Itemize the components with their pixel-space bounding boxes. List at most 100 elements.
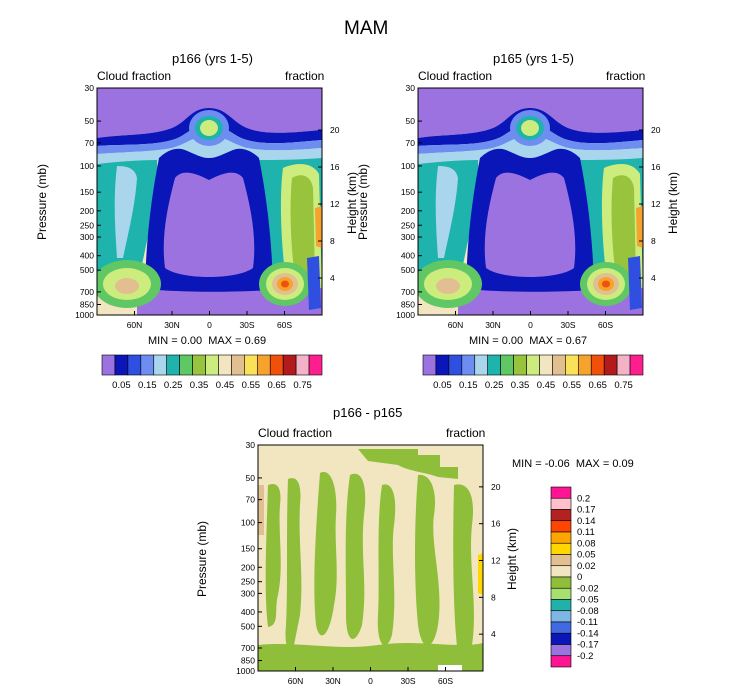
diff-colorbar-label: -0.2 [577,651,593,662]
y-tick-label: 500 [241,621,255,631]
p2-max-red [602,280,610,288]
colorbar-swatch [565,354,579,376]
diff-colorbar-swatch [550,520,572,533]
colorbar-swatch [153,354,168,376]
diff-colorbar-label: 0.05 [577,550,596,561]
p1-sc-left-tan [115,278,139,294]
panel3-colorbar: 0.20.170.140.110.080.050.020-0.02-0.05-0… [550,486,599,668]
colorbar-swatch [526,354,540,376]
panel1-title: p166 (yrs 1-5) [172,51,253,66]
y-tick-label: 500 [80,265,94,275]
colorbar-swatch [179,354,193,376]
panel2-max-value: 0.67 [565,335,588,347]
x-tick-label: 0 [207,320,212,330]
diff-colorbar-swatch [550,576,572,589]
p1-max-red [281,280,289,288]
p1-right-orange-strip [315,206,322,248]
panel3-left-label: Cloud fraction [258,426,333,440]
y-tick-label: 150 [401,187,415,197]
height-tick-label: 4 [330,273,335,283]
y-tick-label: 100 [80,161,94,171]
y-tick-label: 200 [80,206,94,216]
y-tick-label: 250 [241,577,255,587]
diff-colorbar-label: 0.02 [577,561,596,572]
height-tick-label: 16 [491,519,501,529]
p3-green-col2 [285,478,302,649]
height-tick-label: 20 [651,125,661,135]
y-tick-label: 400 [241,607,255,617]
height-tick-label: 8 [491,592,496,602]
diff-colorbar-swatch [550,587,572,600]
panel2-plot: 305070100150200250300400500700850100060N… [396,83,661,330]
p3-green-col6 [415,474,440,646]
y-tick-label: 30 [406,83,416,93]
panel1-colorbar: 0.05 0.15 0.25 0.35 0.45 0.55 0.65 0.75 [101,354,323,391]
y-tick-label: 300 [401,232,415,242]
panel3-ylabel-right: Height (km) [505,527,520,591]
height-tick-label: 8 [330,236,335,246]
colorbar-swatch [552,354,566,376]
diff-colorbar-label: -0.14 [577,628,599,639]
diff-colorbar-label: 0.08 [577,538,596,549]
diff-colorbar-label: -0.17 [577,640,599,651]
y-tick-label: 50 [85,116,95,126]
x-tick-label: 60S [438,676,453,686]
diff-colorbar-label: 0 [577,572,582,583]
y-tick-label: 100 [401,161,415,171]
diff-colorbar-swatch [550,542,572,555]
height-tick-label: 8 [651,236,656,246]
x-tick-label: 60S [598,320,613,330]
colorbar-label: 0.65 [267,380,286,391]
colorbar-swatch [487,354,501,376]
y-tick-label: 150 [241,544,255,554]
diff-colorbar-label: 0.14 [577,516,596,527]
panel3-min-value: -0.06 [544,458,570,470]
diff-colorbar-swatch [550,599,572,612]
x-tick-label: 30S [239,320,254,330]
p1-upper-purple [97,88,322,138]
colorbar-swatch [205,354,219,376]
colorbar-swatch [101,354,116,376]
x-tick-label: 30N [325,676,341,686]
p2-upper-purple [418,88,643,138]
diff-colorbar-label: -0.08 [577,606,599,617]
panel1-ylabel: Pressure (mb) [35,163,50,241]
p1-center-purple [163,172,255,277]
p2-upper-lightblue [418,124,643,154]
colorbar-swatch [422,354,437,376]
x-tick-label: 0 [368,676,373,686]
p2-trop-green [521,120,539,136]
p3-green-col5 [377,484,396,646]
panel1-stats: MIN = 0.00 MAX = 0.69 [148,335,266,347]
colorbar-label: 0.05 [112,380,131,391]
p3-green-col1 [265,483,281,627]
colorbar-swatch [539,354,553,376]
p2-blue-streak [628,256,642,310]
colorbar-swatch [295,354,310,376]
diff-colorbar-label: -0.02 [577,583,599,594]
y-tick-label: 500 [401,265,415,275]
colorbar-label: 0.45 [216,380,235,391]
panel3-max-value: 0.09 [612,458,634,470]
x-tick-label: 30N [164,320,180,330]
y-tick-label: 700 [241,643,255,653]
y-tick-label: 250 [80,220,94,230]
colorbar-swatch [461,354,476,376]
p3-tan-patch [258,485,264,535]
y-tick-label: 300 [80,232,94,242]
colorbar-label: 0.35 [511,380,530,391]
y-tick-label: 200 [401,206,415,216]
colorbar-label: 0.55 [242,380,261,391]
panel1-plot: 305070100150200250300400500700850100060N… [75,83,340,330]
height-tick-label: 12 [651,199,661,209]
diff-colorbar-label: 0.11 [577,527,595,538]
height-tick-label: 20 [330,125,340,135]
p1-upper-blue [97,108,322,146]
colorbar-label: 0.65 [588,380,607,391]
panel3-title: p166 - p165 [333,405,403,420]
y-tick-label: 100 [241,518,255,528]
x-tick-label: 60N [127,320,143,330]
diff-colorbar-label: 0.2 [577,493,590,504]
y-tick-label: 200 [241,562,255,572]
y-tick-label: 400 [401,251,415,261]
